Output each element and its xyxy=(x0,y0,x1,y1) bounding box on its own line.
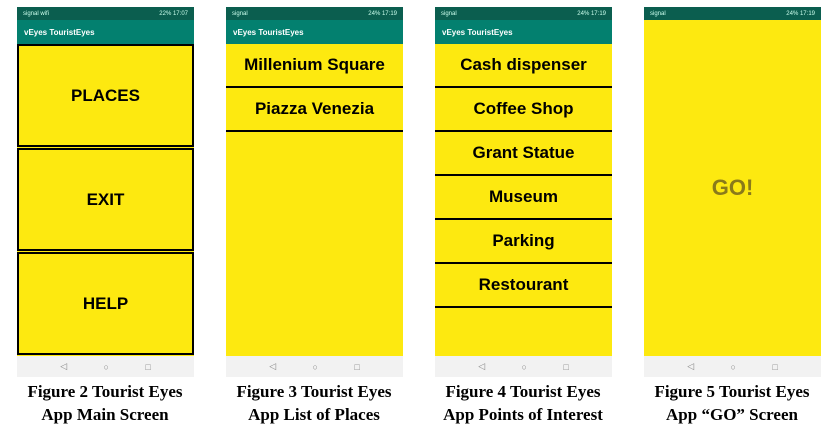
app-title: vEyes TouristEyes xyxy=(226,20,403,44)
places-button[interactable]: PLACES xyxy=(17,44,194,147)
content: GO! xyxy=(644,20,821,356)
list-item[interactable]: Piazza Venezia xyxy=(226,88,403,132)
caption-line: App Main Screen xyxy=(41,405,169,424)
status-left: signal xyxy=(232,10,248,17)
recent-apps-icon[interactable]: □ xyxy=(772,361,778,372)
exit-button[interactable]: EXIT xyxy=(17,148,194,251)
nav-bar: ◁ ○ □ xyxy=(644,356,821,377)
phone-screen: signal 24% 17:19 vEyes TouristEyes Milleniu… xyxy=(226,7,403,377)
back-icon[interactable]: ◁ xyxy=(60,361,68,371)
recent-apps-icon[interactable]: □ xyxy=(354,361,360,372)
help-button[interactable]: HELP xyxy=(17,252,194,355)
home-icon[interactable]: ○ xyxy=(312,361,318,372)
recent-apps-icon[interactable]: □ xyxy=(563,361,569,372)
phone-screen: signal wifi 22% 17:07 vEyes TouristEyes PLA… xyxy=(17,7,194,377)
figure-caption: Figure 4 Tourist Eyes App Points of Inter… xyxy=(423,380,623,426)
nav-bar: ◁ ○ □ xyxy=(17,356,194,377)
back-icon[interactable]: ◁ xyxy=(478,361,486,371)
status-left: signal xyxy=(650,10,666,17)
caption-line: App List of Places xyxy=(248,405,380,424)
figure-caption: Figure 5 Tourist Eyes App “GO” Screen xyxy=(632,380,832,426)
caption-line: App Points of Interest xyxy=(443,405,603,424)
list-item[interactable]: Coffee Shop xyxy=(435,88,612,132)
list-item[interactable]: Grant Statue xyxy=(435,132,612,176)
caption-line: App “GO” Screen xyxy=(666,405,798,424)
back-icon[interactable]: ◁ xyxy=(269,361,277,371)
recent-apps-icon[interactable]: □ xyxy=(145,361,151,372)
nav-bar: ◁ ○ □ xyxy=(435,356,612,377)
figure-caption: Figure 3 Tourist Eyes App List of Places xyxy=(214,380,414,426)
phone-screen: signal 24% 17:19 GO! ◁ ○ □ xyxy=(644,7,821,377)
content: PLACES EXIT HELP xyxy=(17,44,194,356)
status-left: signal xyxy=(441,10,457,17)
content: Cash dispenser Coffee Shop Grant Statue Mus… xyxy=(435,44,612,356)
app-title: vEyes TouristEyes xyxy=(435,20,612,44)
status-bar: signal wifi 22% 17:07 xyxy=(17,7,194,20)
status-left: signal wifi xyxy=(23,10,50,17)
status-right: 22% 17:07 xyxy=(159,10,188,17)
caption-line: Figure 2 Tourist Eyes xyxy=(27,382,183,401)
caption-line: Figure 5 Tourist Eyes xyxy=(654,382,810,401)
list-item[interactable]: Restourant xyxy=(435,264,612,308)
home-icon[interactable]: ○ xyxy=(730,361,736,372)
status-right: 24% 17:19 xyxy=(786,10,815,17)
go-button[interactable]: GO! xyxy=(711,175,754,200)
figure-caption: Figure 2 Tourist Eyes App Main Screen xyxy=(5,380,205,426)
phone-screen: signal 24% 17:19 vEyes TouristEyes Cash dis… xyxy=(435,7,612,377)
list-item[interactable]: Cash dispenser xyxy=(435,44,612,88)
status-bar: signal 24% 17:19 xyxy=(226,7,403,20)
nav-bar: ◁ ○ □ xyxy=(226,356,403,377)
list-item[interactable]: Parking xyxy=(435,220,612,264)
status-bar: signal 24% 17:19 xyxy=(644,7,821,20)
app-title: vEyes TouristEyes xyxy=(17,20,194,44)
home-icon[interactable]: ○ xyxy=(103,361,109,372)
home-icon[interactable]: ○ xyxy=(521,361,527,372)
content: Millenium Square Piazza Venezia xyxy=(226,44,403,356)
list-item[interactable]: Millenium Square xyxy=(226,44,403,88)
status-right: 24% 17:19 xyxy=(368,10,397,17)
status-right: 24% 17:19 xyxy=(577,10,606,17)
caption-line: Figure 3 Tourist Eyes xyxy=(236,382,392,401)
list-item[interactable]: Museum xyxy=(435,176,612,220)
back-icon[interactable]: ◁ xyxy=(687,361,695,371)
status-bar: signal 24% 17:19 xyxy=(435,7,612,20)
caption-line: Figure 4 Tourist Eyes xyxy=(445,382,601,401)
